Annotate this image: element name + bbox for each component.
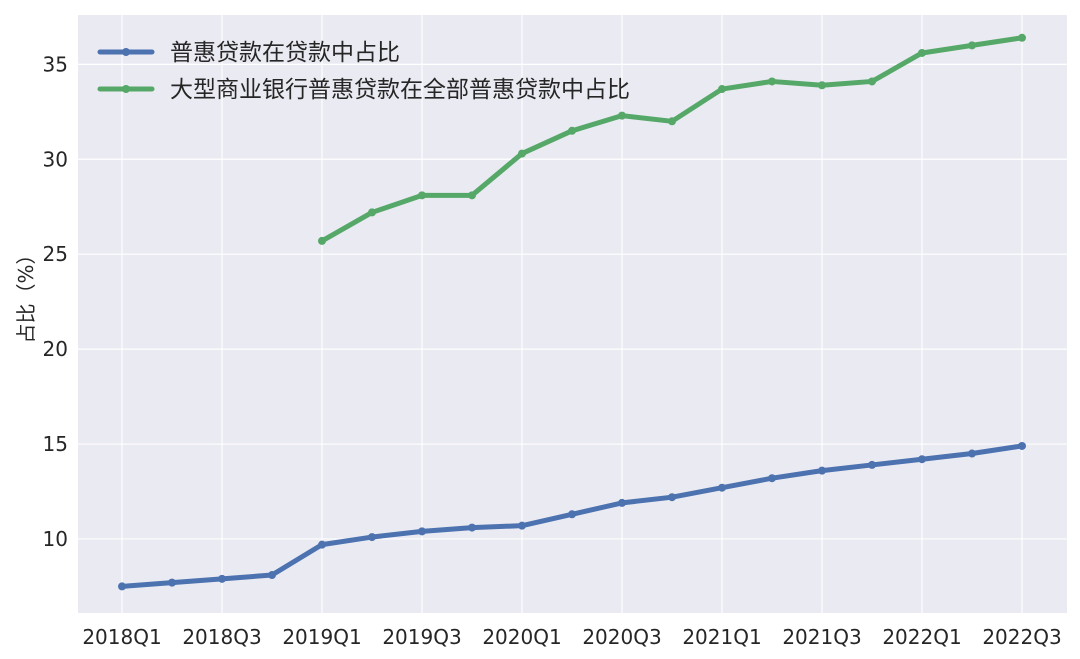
y-tick-label: 35	[43, 52, 68, 76]
y-tick-label: 20	[43, 337, 68, 361]
data-point	[1018, 33, 1026, 42]
data-point	[318, 236, 326, 245]
data-point	[818, 466, 826, 475]
x-tick-label: 2020Q1	[482, 625, 561, 649]
data-point	[518, 149, 526, 158]
x-tick-label: 2022Q3	[982, 625, 1061, 649]
x-tick-label: 2019Q1	[282, 625, 361, 649]
data-point	[618, 111, 626, 120]
y-tick-label: 10	[43, 527, 68, 551]
legend-marker	[122, 85, 130, 93]
data-point	[918, 455, 926, 464]
x-tick-label: 2021Q3	[782, 625, 861, 649]
data-point	[568, 510, 576, 519]
data-point	[868, 460, 876, 469]
data-point	[618, 498, 626, 507]
data-point	[668, 117, 676, 126]
x-tick-label: 2020Q3	[582, 625, 661, 649]
x-tick-label: 2018Q3	[182, 625, 261, 649]
data-point	[368, 208, 376, 217]
data-point	[368, 533, 376, 542]
series-group	[118, 33, 1026, 591]
plot-area	[78, 15, 1067, 613]
data-point	[768, 474, 776, 483]
data-point	[268, 571, 276, 580]
data-point	[918, 48, 926, 57]
data-point	[768, 77, 776, 86]
data-point	[318, 540, 326, 549]
data-point	[418, 527, 426, 536]
data-point	[218, 574, 226, 583]
x-tick-label: 2021Q1	[682, 625, 761, 649]
data-point	[518, 521, 526, 530]
data-point	[718, 85, 726, 94]
data-point	[168, 578, 176, 587]
legend-label: 大型商业银行普惠贷款在全部普惠贷款中占比	[170, 77, 630, 103]
data-point	[568, 126, 576, 135]
y-tick-label: 30	[43, 147, 68, 171]
data-point	[1018, 441, 1026, 450]
x-tick-label: 2018Q1	[82, 625, 161, 649]
x-axis: 2018Q1 2018Q3 2019Q1 2019Q3 2020Q1 2020Q3 2021…	[82, 625, 1061, 649]
data-point	[468, 523, 476, 532]
y-tick-label: 25	[43, 242, 68, 266]
data-point	[468, 191, 476, 200]
y-axis: 10 15 20 25 30 35	[43, 52, 68, 551]
legend-label: 普惠贷款在贷款中占比	[170, 40, 400, 66]
data-point	[818, 81, 826, 90]
x-tick-label: 2022Q1	[882, 625, 961, 649]
data-point	[668, 493, 676, 502]
data-point	[868, 77, 876, 86]
y-tick-label: 15	[43, 432, 68, 456]
data-point	[968, 41, 976, 50]
data-point	[968, 449, 976, 458]
x-tick-label: 2019Q3	[382, 625, 461, 649]
data-point	[118, 582, 126, 591]
y-axis-label: 占比（%）	[14, 244, 38, 343]
legend-marker	[122, 48, 130, 56]
data-point	[418, 191, 426, 200]
data-point	[718, 483, 726, 492]
